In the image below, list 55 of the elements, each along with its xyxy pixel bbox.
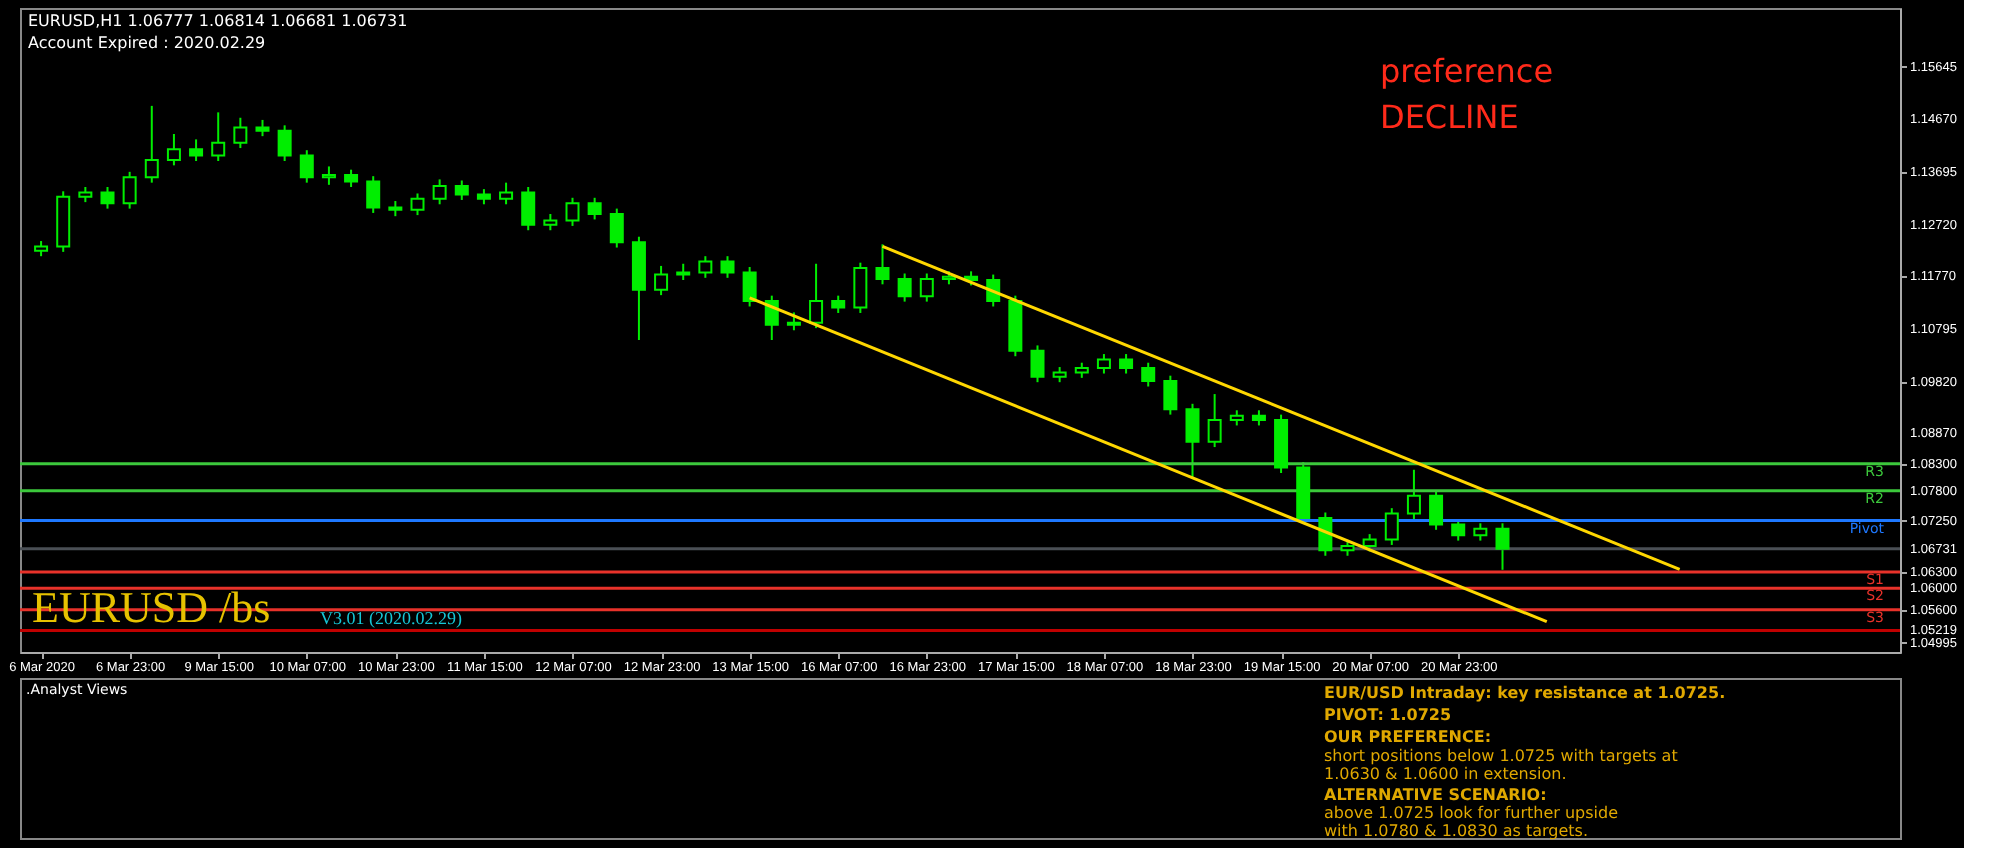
annotation: V3.01 (2020.02.29) xyxy=(320,608,462,628)
candlestick xyxy=(1384,507,1399,546)
candlestick xyxy=(1274,413,1289,475)
candlestick xyxy=(122,170,137,210)
candlestick xyxy=(277,124,292,163)
candlestick xyxy=(1429,489,1444,531)
candlestick xyxy=(587,196,602,221)
candlestick xyxy=(1207,393,1222,449)
candlestick xyxy=(1406,468,1421,520)
text: above 1.0725 look for further upside xyxy=(1324,804,1619,822)
text: Account Expired : 2020.02.29 xyxy=(28,34,266,52)
annotation: DECLINE xyxy=(1380,98,1519,136)
candlestick xyxy=(1163,374,1178,416)
text: EUR/USD Intraday: key resistance at 1.0725. xyxy=(1324,684,1726,702)
candlestick xyxy=(654,264,669,297)
candlestick xyxy=(631,235,646,341)
candlestick xyxy=(897,272,912,303)
text: OUR PREFERENCE: xyxy=(1324,728,1492,746)
candlestick xyxy=(1141,361,1156,388)
candlestick xyxy=(366,175,381,214)
candlestick xyxy=(189,138,204,163)
candlestick xyxy=(321,165,336,186)
text: PIVOT: 1.0725 xyxy=(1324,706,1452,724)
candlestick xyxy=(1495,522,1510,571)
candlestick xyxy=(742,266,757,308)
candlestick xyxy=(454,179,469,201)
candlestick xyxy=(698,255,713,279)
candlestick xyxy=(211,111,226,163)
annotation: preference xyxy=(1380,52,1554,90)
candlestick xyxy=(1030,344,1045,384)
candlestick xyxy=(166,132,181,167)
candlestick xyxy=(100,185,115,210)
text: short positions below 1.0725 with targets at xyxy=(1324,747,1678,765)
candlestick xyxy=(875,243,890,286)
candlestick xyxy=(233,116,248,150)
text: with 1.0780 & 1.0830 as targets. xyxy=(1324,822,1589,840)
candlestick xyxy=(521,185,536,232)
candlestick xyxy=(1318,511,1333,557)
candlestick xyxy=(919,272,934,303)
candlestick xyxy=(809,262,824,330)
candlestick xyxy=(1185,402,1200,480)
candlestick xyxy=(410,192,425,217)
candlestick xyxy=(432,178,447,206)
candlestick xyxy=(299,149,314,184)
chart-title: EURUSD,H1 1.06777 1.06814 1.06681 1.06731 xyxy=(28,12,408,30)
text: 1.0630 & 1.0600 in extension. xyxy=(1324,765,1567,783)
candlestick xyxy=(499,181,514,206)
candlestick xyxy=(609,207,624,249)
candlestick xyxy=(144,104,159,184)
candlestick xyxy=(720,255,735,279)
candlestick xyxy=(853,261,868,314)
candlestick xyxy=(1096,353,1111,375)
candlestick xyxy=(1119,353,1134,375)
text: ALTERNATIVE SCENARIO: xyxy=(1324,786,1547,804)
candlestick xyxy=(565,196,580,227)
